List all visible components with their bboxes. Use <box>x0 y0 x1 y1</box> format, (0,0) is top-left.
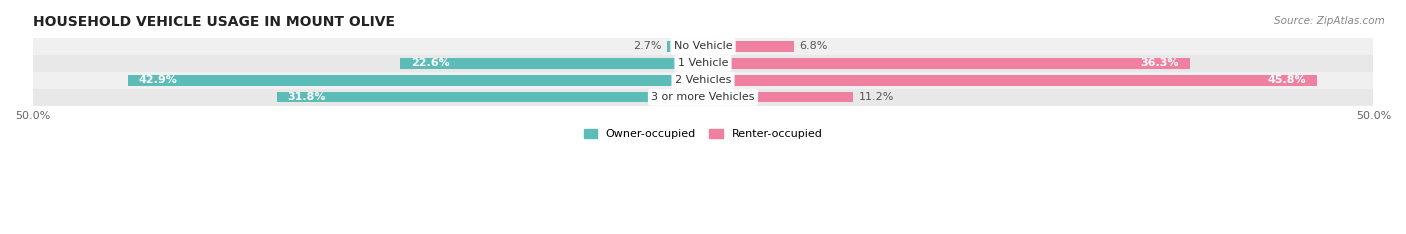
Text: 1 Vehicle: 1 Vehicle <box>678 58 728 68</box>
Bar <box>399 58 703 69</box>
Text: No Vehicle: No Vehicle <box>673 41 733 51</box>
Bar <box>128 75 703 85</box>
Bar <box>703 41 794 51</box>
Text: Source: ZipAtlas.com: Source: ZipAtlas.com <box>1274 16 1385 26</box>
Text: 36.3%: 36.3% <box>1140 58 1180 68</box>
Bar <box>666 41 703 51</box>
Bar <box>277 92 703 102</box>
Text: 42.9%: 42.9% <box>139 75 177 85</box>
Text: 11.2%: 11.2% <box>859 92 894 102</box>
Bar <box>32 89 1374 106</box>
Text: 3 or more Vehicles: 3 or more Vehicles <box>651 92 755 102</box>
Bar <box>32 72 1374 89</box>
Text: 2.7%: 2.7% <box>633 41 661 51</box>
Text: 6.8%: 6.8% <box>800 41 828 51</box>
Bar <box>703 75 1317 85</box>
Text: 22.6%: 22.6% <box>411 58 450 68</box>
Text: 31.8%: 31.8% <box>287 92 326 102</box>
Bar <box>703 58 1189 69</box>
Bar <box>32 38 1374 55</box>
Text: 45.8%: 45.8% <box>1268 75 1306 85</box>
Text: 2 Vehicles: 2 Vehicles <box>675 75 731 85</box>
Bar <box>32 55 1374 72</box>
Legend: Owner-occupied, Renter-occupied: Owner-occupied, Renter-occupied <box>583 129 823 139</box>
Bar <box>703 92 853 102</box>
Text: HOUSEHOLD VEHICLE USAGE IN MOUNT OLIVE: HOUSEHOLD VEHICLE USAGE IN MOUNT OLIVE <box>32 15 395 29</box>
